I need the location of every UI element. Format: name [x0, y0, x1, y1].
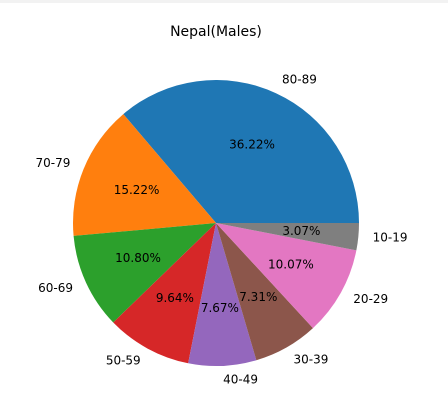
slice-label-80-89: 80-89: [282, 73, 317, 87]
pie-slices: [72, 79, 360, 367]
pie-labels: 80-89 36.22% 70-79 15.22% 60-69 10.80% 50-59 9.…: [36, 73, 408, 387]
slice-label-20-29: 20-29: [353, 292, 388, 306]
slice-label-10-19: 10-19: [373, 231, 408, 245]
top-shade: [0, 0, 448, 3]
pct-label-60-69: 10.80%: [115, 251, 161, 265]
pie-slice-10-19: [216, 223, 360, 251]
slice-label-30-39: 30-39: [294, 352, 329, 366]
pct-label-80-89: 36.22%: [229, 138, 275, 152]
slice-label-50-59: 50-59: [106, 354, 141, 368]
pct-label-10-19: 3.07%: [282, 224, 320, 238]
pct-label-50-59: 9.64%: [156, 291, 194, 305]
pie-slice-40-49: [188, 223, 257, 367]
pie-slice-30-39: [216, 223, 313, 361]
pie-slice-60-69: [73, 223, 216, 323]
pie-slice-80-89: [123, 79, 359, 224]
pct-label-40-49: 7.67%: [201, 301, 239, 315]
pct-label-70-79: 15.22%: [114, 183, 160, 197]
pie-slice-20-29: [216, 223, 357, 329]
slice-label-70-79: 70-79: [36, 156, 71, 170]
pct-label-30-39: 7.31%: [239, 290, 277, 304]
chart-title: Nepal(Males): [170, 24, 262, 40]
pct-label-20-29: 10.07%: [268, 257, 314, 271]
pie-slice-70-79: [72, 114, 216, 236]
pie-slice-50-59: [113, 223, 216, 364]
slice-label-60-69: 60-69: [38, 281, 73, 295]
slice-label-40-49: 40-49: [223, 373, 258, 387]
